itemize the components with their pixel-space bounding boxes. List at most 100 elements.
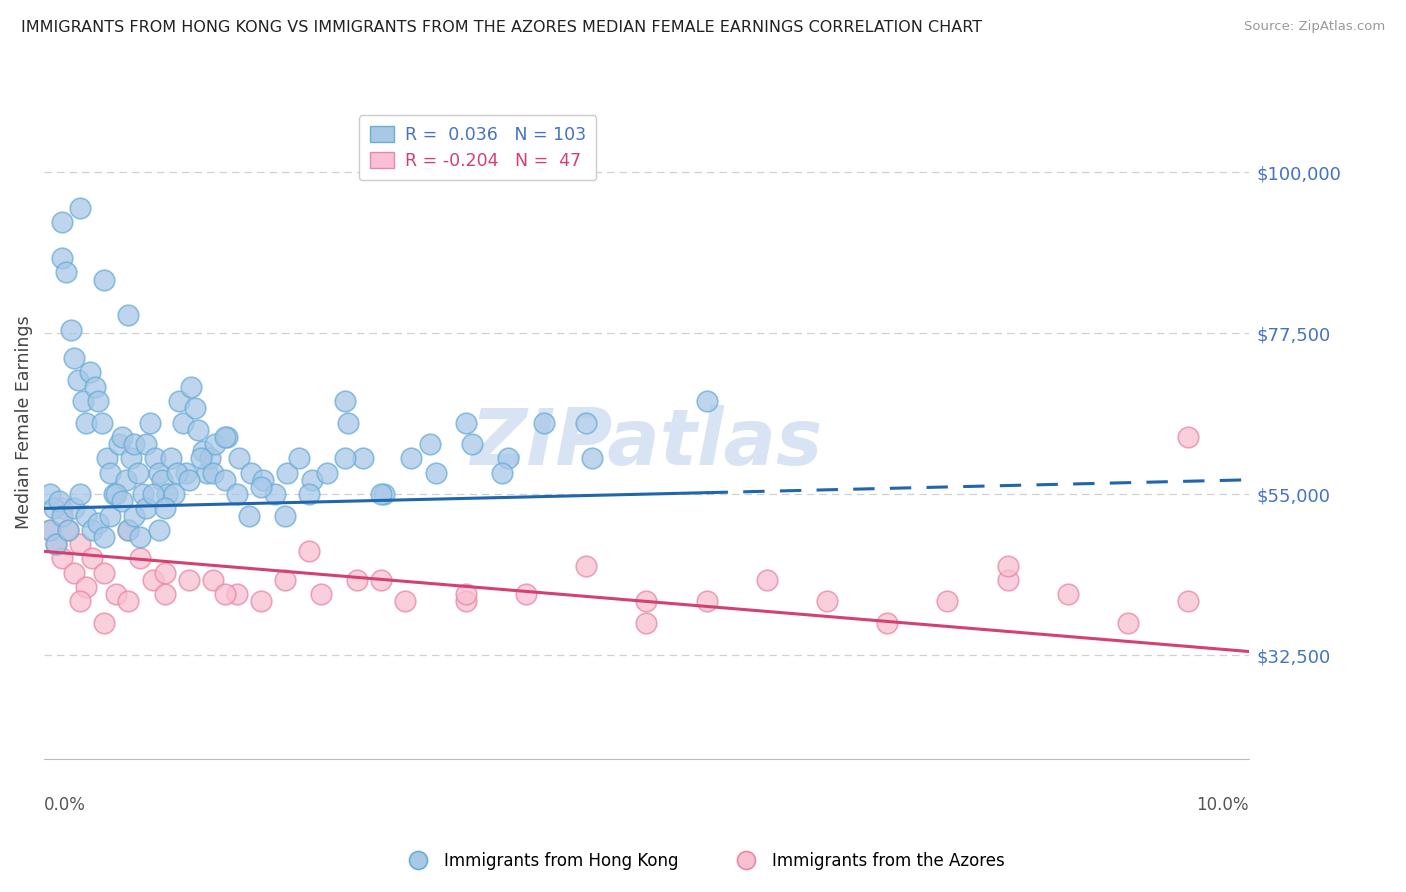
Point [82, 551, 104, 566]
Point [42, 501, 65, 516]
Point [454, 416, 477, 430]
Point [69, 594, 91, 608]
Point [51, 551, 73, 566]
Point [51, 215, 73, 229]
Point [166, 466, 188, 480]
Point [139, 416, 162, 430]
Point [187, 423, 209, 437]
Point [150, 473, 173, 487]
Point [55, 265, 77, 279]
Point [370, 573, 392, 587]
Point [174, 466, 197, 480]
Point [120, 451, 142, 466]
Point [72, 394, 94, 409]
Point [93, 530, 115, 544]
Point [75, 508, 97, 523]
Point [83, 380, 105, 394]
Point [66, 373, 89, 387]
Point [201, 573, 224, 587]
Point [115, 473, 138, 487]
Point [214, 430, 236, 444]
Point [394, 594, 416, 608]
Point [117, 523, 139, 537]
Point [124, 437, 146, 451]
Point [39, 523, 62, 537]
Text: IMMIGRANTS FROM HONG KONG VS IMMIGRANTS FROM THE AZORES MEDIAN FEMALE EARNINGS C: IMMIGRANTS FROM HONG KONG VS IMMIGRANTS … [21, 20, 983, 35]
Point [419, 437, 441, 451]
Point [997, 573, 1019, 587]
Point [533, 416, 555, 430]
Point [876, 615, 898, 630]
Point [96, 451, 118, 466]
Point [1177, 594, 1199, 608]
Point [425, 466, 447, 480]
Point [454, 594, 477, 608]
Point [636, 594, 658, 608]
Point [200, 451, 222, 466]
Point [352, 451, 374, 466]
Point [45, 537, 67, 551]
Point [370, 487, 392, 501]
Point [59, 322, 82, 336]
Point [250, 594, 273, 608]
Point [316, 466, 339, 480]
Point [103, 487, 125, 501]
Point [301, 473, 323, 487]
Point [148, 466, 170, 480]
Point [132, 487, 155, 501]
Point [93, 615, 115, 630]
Y-axis label: Median Female Earnings: Median Female Earnings [15, 316, 32, 529]
Point [90, 416, 112, 430]
Text: Source: ZipAtlas.com: Source: ZipAtlas.com [1244, 20, 1385, 33]
Point [51, 508, 73, 523]
Point [274, 573, 297, 587]
Point [69, 487, 91, 501]
Point [373, 487, 395, 501]
Point [105, 587, 128, 601]
Point [298, 544, 321, 558]
Point [214, 473, 236, 487]
Point [1116, 615, 1139, 630]
Point [79, 366, 101, 380]
Point [1177, 430, 1199, 444]
Point [276, 466, 298, 480]
Point [45, 537, 67, 551]
Point [250, 480, 273, 494]
Point [298, 487, 321, 501]
Point [172, 416, 194, 430]
Point [167, 394, 190, 409]
Point [177, 573, 200, 587]
Point [225, 487, 247, 501]
Legend: Immigrants from Hong Kong, Immigrants from the Azores: Immigrants from Hong Kong, Immigrants fr… [394, 846, 1012, 877]
Point [183, 401, 205, 416]
Point [204, 437, 226, 451]
Point [515, 587, 537, 601]
Text: 10.0%: 10.0% [1197, 796, 1249, 814]
Point [153, 501, 176, 516]
Point [127, 466, 149, 480]
Point [288, 451, 311, 466]
Point [195, 466, 218, 480]
Point [336, 416, 359, 430]
Point [98, 508, 121, 523]
Point [93, 272, 115, 286]
Point [460, 437, 482, 451]
Point [75, 416, 97, 430]
Point [575, 416, 598, 430]
Point [111, 494, 134, 508]
Point [141, 573, 163, 587]
Point [93, 566, 115, 580]
Point [63, 501, 86, 516]
Point [153, 566, 176, 580]
Point [111, 430, 134, 444]
Point [135, 437, 157, 451]
Point [997, 558, 1019, 573]
Point [217, 430, 239, 444]
Point [401, 451, 423, 466]
Point [117, 594, 139, 608]
Point [82, 523, 104, 537]
Point [98, 466, 121, 480]
Text: ZIPatlas: ZIPatlas [470, 405, 823, 481]
Point [48, 494, 70, 508]
Point [69, 201, 91, 215]
